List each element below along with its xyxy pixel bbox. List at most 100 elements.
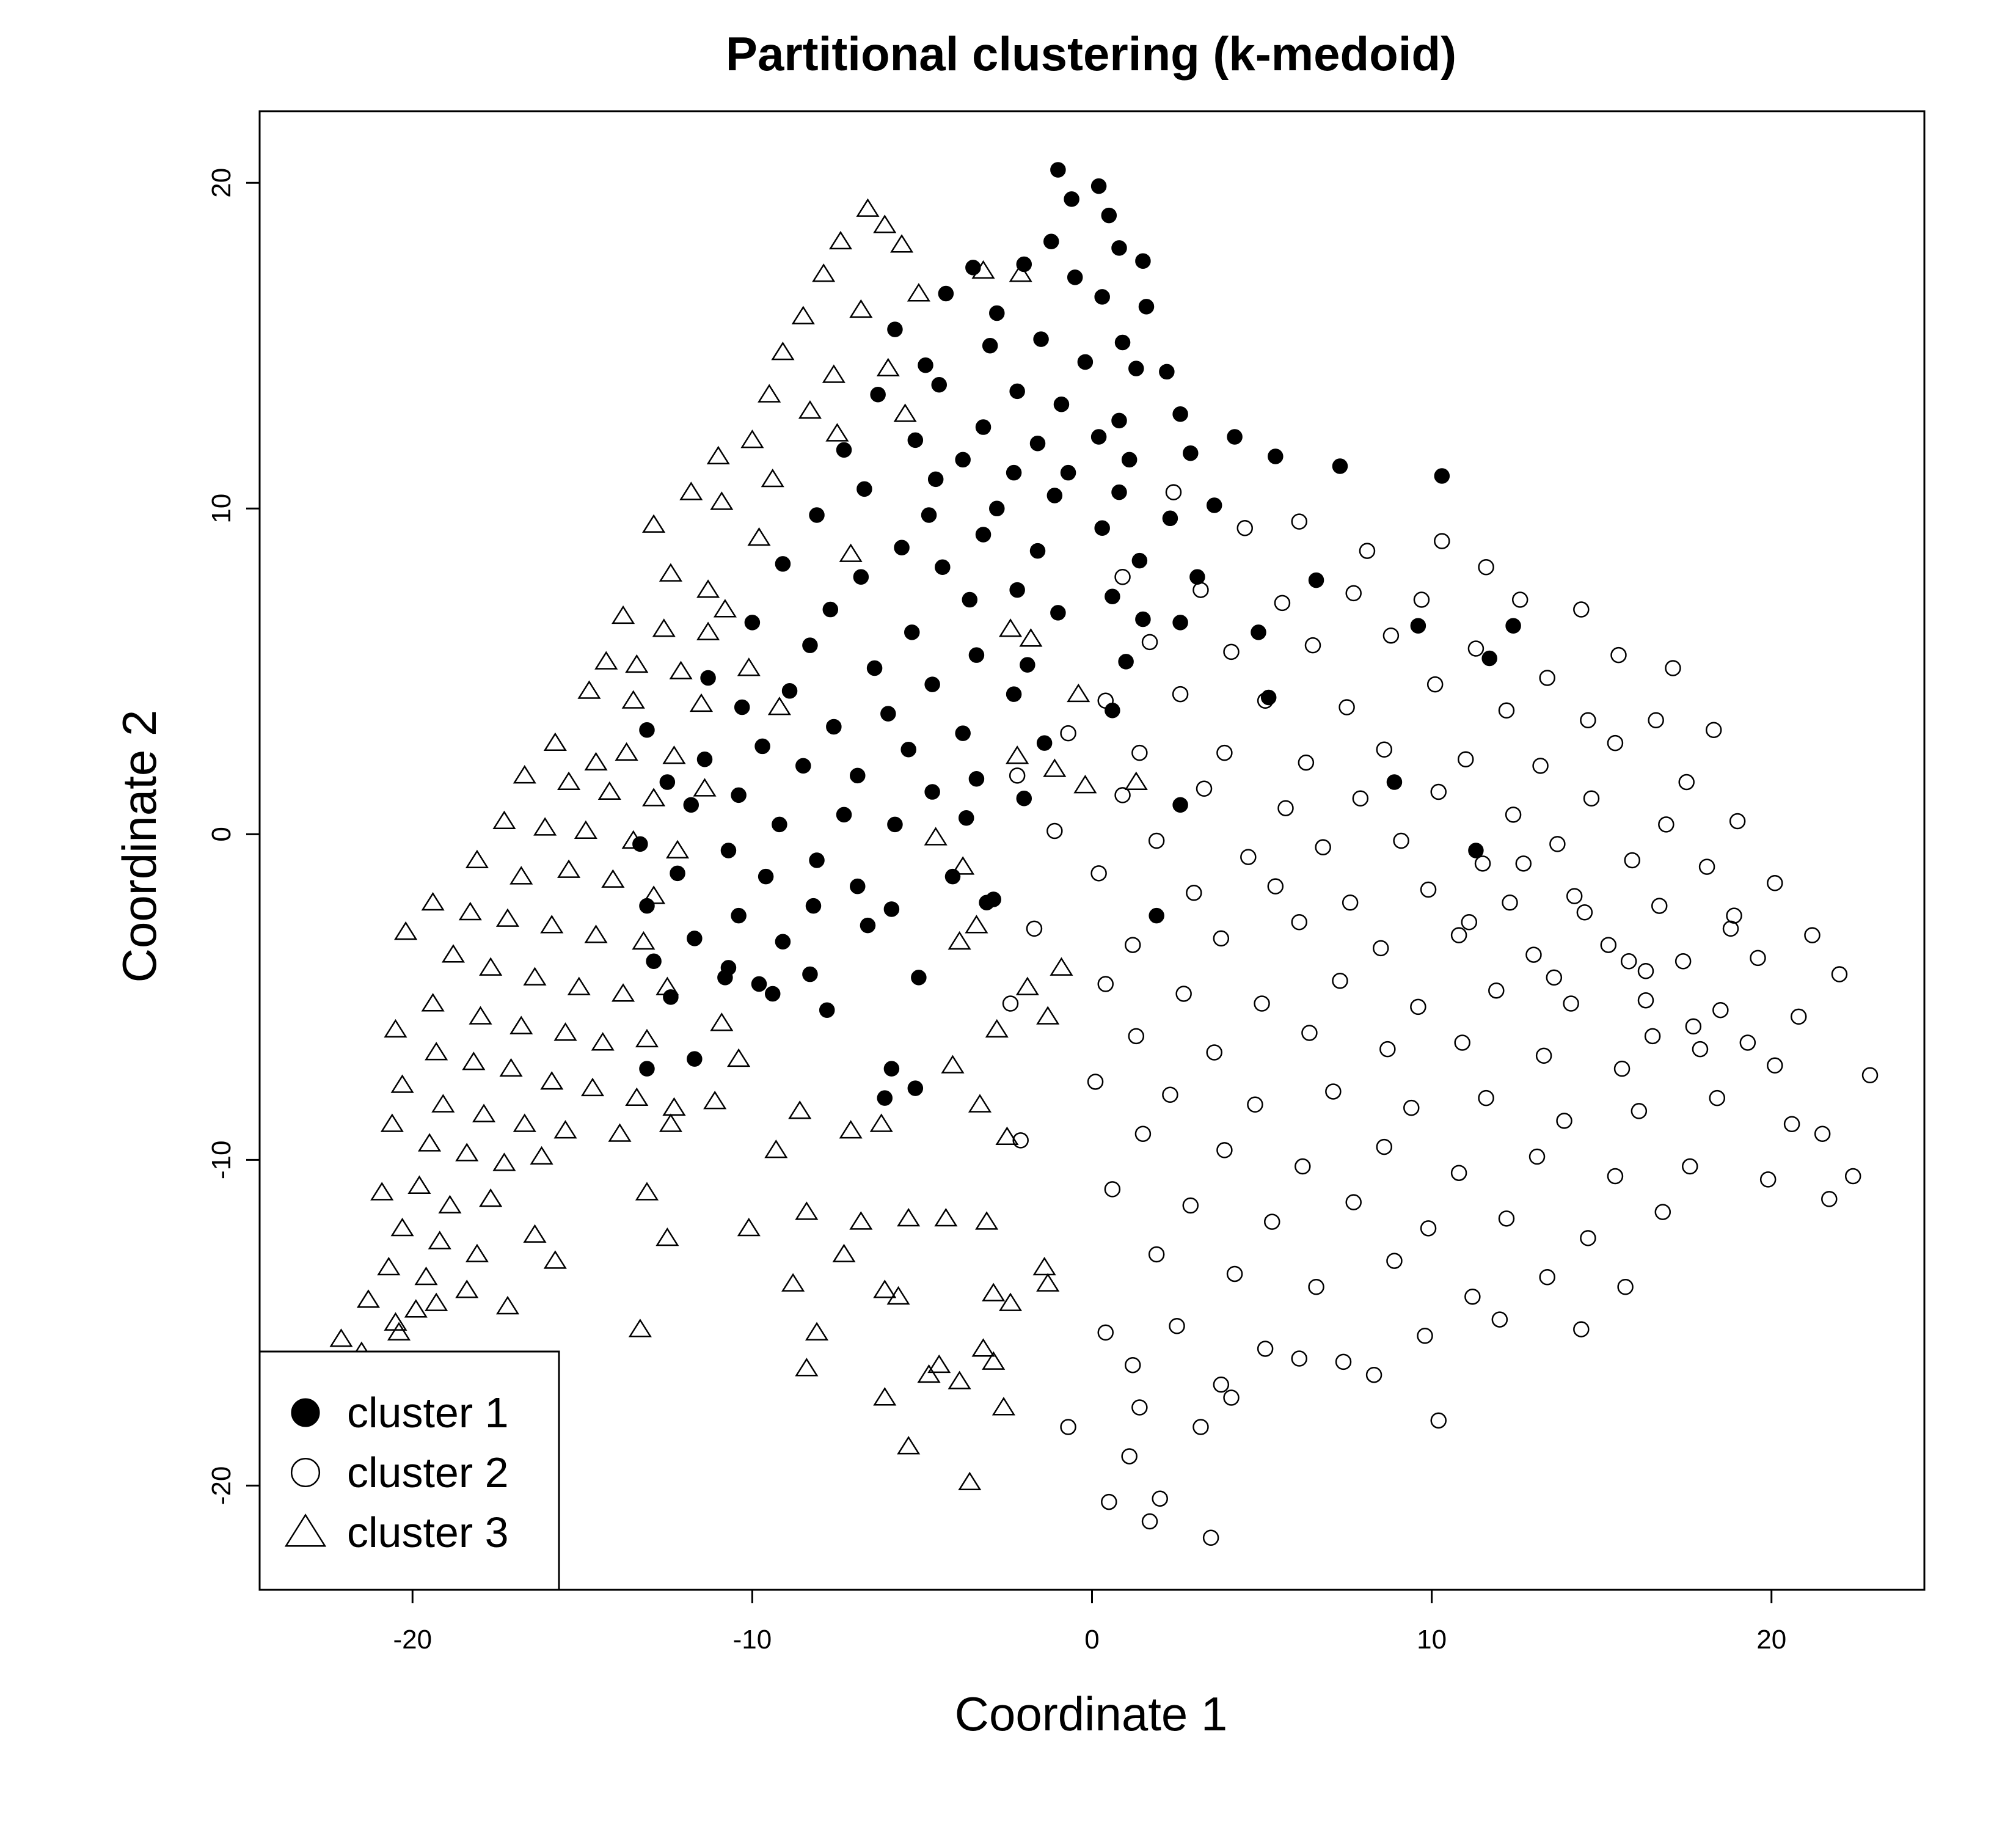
data-point: [731, 787, 747, 803]
data-point: [955, 452, 971, 468]
data-point: [663, 989, 679, 1005]
y-tick-label: -20: [206, 1466, 236, 1506]
data-point: [597, 781, 621, 800]
data-point: [971, 260, 995, 279]
data-point: [1121, 452, 1138, 468]
data-point: [625, 1087, 649, 1107]
data-point: [934, 1207, 958, 1227]
data-point: [1511, 591, 1528, 608]
data-point: [1050, 605, 1066, 621]
data-point: [1335, 1353, 1352, 1370]
data-point: [479, 957, 503, 976]
data-point: [1365, 1366, 1382, 1383]
data-point: [1403, 1099, 1420, 1116]
x-tick-label: -20: [393, 1625, 432, 1655]
data-point: [1498, 1210, 1515, 1227]
data-point: [1430, 783, 1447, 800]
data-point: [1814, 1125, 1831, 1142]
data-point: [656, 1227, 679, 1246]
data-point: [1131, 744, 1148, 761]
data-point: [740, 430, 764, 448]
data-point: [431, 1094, 455, 1113]
data-point: [1182, 1197, 1199, 1214]
x-tick-label: 10: [1417, 1625, 1447, 1655]
data-point: [1006, 686, 1022, 702]
data-point: [1617, 1279, 1634, 1295]
data-point: [513, 1113, 536, 1132]
data-point: [462, 1052, 486, 1070]
data-point: [689, 693, 714, 712]
data-point: [580, 1077, 605, 1097]
data-point: [1651, 898, 1668, 914]
data-point: [886, 1286, 910, 1305]
data-point: [775, 934, 791, 950]
data-point: [642, 788, 666, 807]
data-point: [1043, 758, 1067, 777]
x-axis-label: Coordinate 1: [955, 1687, 1228, 1741]
data-point: [1247, 1096, 1263, 1113]
data-point: [523, 1224, 547, 1243]
data-point: [1539, 670, 1555, 686]
data-point: [1539, 1269, 1555, 1286]
series-cluster-2: [1002, 484, 1879, 1546]
data-point: [1705, 722, 1722, 739]
data-point: [1148, 832, 1165, 849]
data-point: [1149, 907, 1164, 924]
data-point: [1563, 995, 1579, 1012]
data-point: [1450, 927, 1467, 943]
data-point: [1223, 1389, 1240, 1406]
data-point: [659, 563, 682, 582]
data-point: [329, 1328, 353, 1347]
data-point: [1420, 881, 1437, 898]
data-point: [798, 400, 822, 419]
data-point: [574, 820, 597, 839]
data-point: [1515, 855, 1532, 872]
x-tick-label: 0: [1084, 1625, 1099, 1655]
data-point: [1345, 585, 1362, 602]
data-point: [781, 1273, 805, 1292]
data-point: [975, 527, 992, 543]
data-point: [1332, 458, 1348, 474]
data-point: [1600, 937, 1617, 953]
data-point: [710, 1012, 734, 1031]
data-point: [1009, 263, 1032, 282]
data-point: [754, 738, 770, 755]
data-point: [1192, 582, 1209, 598]
data-point: [1060, 1419, 1076, 1435]
data-point: [1434, 533, 1450, 549]
data-point: [1152, 1490, 1168, 1507]
data-point: [1002, 995, 1019, 1012]
data-point: [1172, 797, 1188, 813]
data-point: [849, 299, 873, 318]
data-point: [1665, 660, 1681, 676]
data-point: [1488, 982, 1505, 999]
data-point: [1332, 972, 1348, 989]
data-point: [1478, 1089, 1494, 1107]
data-point: [1134, 1125, 1152, 1142]
data-point: [687, 1051, 703, 1067]
data-point: [1426, 676, 1444, 693]
data-point: [1006, 464, 1022, 481]
data-point: [968, 770, 985, 787]
data-point: [1043, 233, 1059, 249]
data-point: [907, 1080, 924, 1096]
data-point: [948, 931, 971, 950]
data-point: [1352, 790, 1369, 807]
data-point: [734, 699, 750, 715]
data-point: [1227, 429, 1243, 445]
data-point: [1009, 383, 1025, 400]
data-point: [907, 283, 930, 302]
data-point: [404, 1299, 428, 1318]
data-point: [893, 403, 917, 422]
data-point: [1556, 1113, 1572, 1129]
data-point: [1750, 949, 1766, 967]
data-point: [836, 442, 852, 458]
data-point: [1114, 334, 1131, 351]
data-point: [499, 1058, 523, 1077]
data-point: [370, 1182, 394, 1201]
data-point: [1135, 611, 1151, 627]
data-point: [1114, 568, 1131, 585]
data-point: [479, 1188, 503, 1207]
data-point: [866, 660, 883, 676]
data-point: [377, 1256, 401, 1276]
